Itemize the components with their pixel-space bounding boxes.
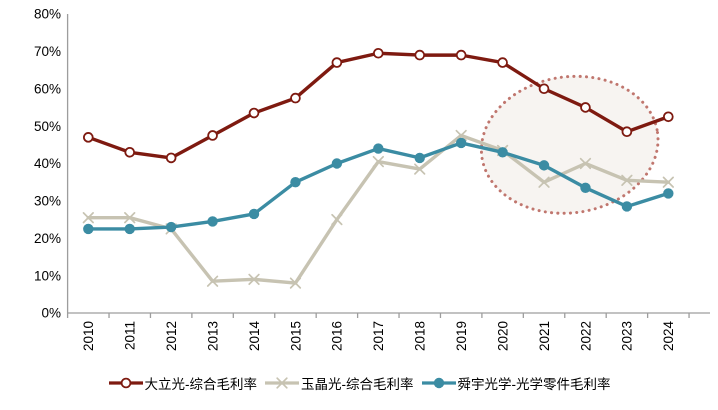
filled-circle-marker [621,201,633,212]
filled-circle-marker [414,152,425,164]
open-circle-marker [497,57,508,68]
x-tick-label: 2012 [164,321,179,351]
x-marker [372,155,384,168]
filled-circle-marker [373,143,384,154]
x-tick-label: 2010 [81,321,96,351]
legend-label-sunny: 舜宇光学-光学零件毛利率 [457,377,611,392]
x-tick-label: 2021 [537,321,552,351]
filled-circle-marker [433,377,444,389]
filled-circle-marker [290,176,301,188]
x-marker [414,163,426,175]
filled-circle-marker [124,223,135,235]
legend-item-gseo: 玉晶光-综合毛利率 [264,373,414,393]
x-marker [662,176,674,188]
x-marker [538,176,550,188]
y-tick-label: 80% [34,7,61,22]
x-marker [82,212,94,224]
open-circle-marker-icon [108,377,143,389]
legend-label-largan: 大立光-综合毛利率 [144,377,258,392]
y-tick-label: 0% [41,306,61,321]
x-tick-label: 2014 [247,321,262,352]
y-tick-label: 30% [34,194,61,209]
open-circle-marker [455,49,467,61]
y-tick-label: 50% [34,119,61,134]
filled-circle-marker [580,182,591,193]
filled-circle-marker-icon [421,377,456,389]
x-tick-label: 2015 [288,321,303,351]
x-marker [621,174,633,186]
x-tick-label: 2011 [123,321,138,350]
x-marker [579,157,592,170]
filled-circle-marker [331,158,343,169]
open-circle-marker [580,102,591,113]
filled-circle-marker [248,208,260,220]
open-circle-marker [120,377,131,389]
legend-label-gseo: 玉晶光-综合毛利率 [301,377,414,392]
open-circle-marker [165,152,177,164]
filled-circle-marker [497,147,508,158]
open-circle-marker [621,126,633,138]
x-marker [455,129,467,142]
open-circle-marker [331,57,343,68]
x-marker-icon [265,377,299,389]
x-tick-label: 2017 [371,321,386,351]
line-chart-canvas: 0% 10% 20% 30% 40% 50% 60% 70% 80% 2010 2011 2012 20… [34,7,710,352]
x-tick-label: 2016 [330,321,345,351]
x-marker [276,377,288,389]
x-marker [289,277,302,289]
x-tick-label: 2013 [205,321,220,351]
open-circle-marker [414,49,426,61]
open-circle-marker [83,132,94,143]
x-marker [124,212,136,224]
filled-circle-marker [83,223,94,235]
x-tick-label: 2020 [495,321,510,351]
legend-item-largan: 大立光-综合毛利率 [108,373,258,393]
filled-circle-marker [538,160,550,171]
filled-circle-marker [663,188,674,199]
x-marker [248,273,260,286]
open-circle-marker [663,111,674,123]
y-tick-label: 20% [34,231,61,246]
filled-circle-marker [165,221,177,233]
series-0 [83,47,674,164]
y-tick-label: 10% [34,268,61,283]
open-circle-marker [373,47,384,59]
y-tick-label: 70% [34,44,61,59]
x-tick-label: 2019 [454,321,469,351]
chart-legend: 大立光-综合毛利率 玉晶光-综合毛利率 舜宇光学-光学零件毛利率 [0,373,718,393]
highlight-ellipse [479,74,660,215]
legend-item-sunny: 舜宇光学-光学零件毛利率 [421,373,611,393]
open-circle-marker [290,92,301,104]
series-2 [83,137,674,235]
open-circle-marker [248,107,260,119]
open-circle-marker [207,130,218,141]
filled-circle-marker [207,216,218,227]
x-marker [206,275,219,287]
x-marker [331,213,343,226]
x-tick-label: 2023 [620,321,635,351]
filled-circle-marker [455,137,467,149]
x-tick-label: 2024 [661,321,676,352]
y-tick-label: 60% [34,81,61,96]
x-tick-label: 2018 [413,321,428,351]
open-circle-marker [538,83,550,95]
open-circle-marker [124,146,136,158]
y-tick-label: 40% [34,156,61,171]
x-tick-label: 2022 [578,321,593,351]
